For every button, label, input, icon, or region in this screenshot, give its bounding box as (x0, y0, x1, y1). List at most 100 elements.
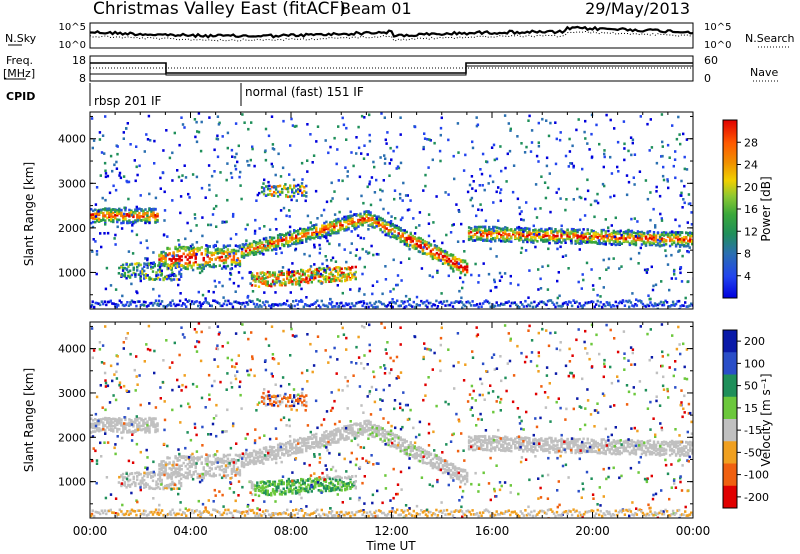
power-echo-cell (389, 290, 392, 293)
power-echo-cell (500, 239, 503, 243)
power-echo-cell (267, 304, 271, 307)
velocity-echo-cell (315, 444, 318, 448)
power-echo-cell (331, 221, 334, 224)
velocity-echo-cell (194, 457, 197, 460)
power-echo-cell (293, 270, 296, 273)
power-echo-cell (560, 234, 563, 237)
power-echo-cell (299, 239, 302, 243)
velocity-echo-cell (152, 422, 155, 425)
power-echo-cell (315, 140, 318, 143)
velocity-echo-cell (244, 459, 248, 462)
power-echo-cell (377, 224, 380, 228)
power-echo-cell (268, 236, 272, 239)
power-echo-cell (140, 215, 143, 218)
power-echo-cell (357, 289, 361, 293)
power-echo-cell (308, 304, 311, 308)
power-echo-cell (179, 275, 183, 278)
power-echo-cell (303, 230, 306, 234)
power-echo-cell (235, 259, 239, 262)
velocity-echo-cell (216, 465, 219, 469)
power-echo-cell (509, 127, 512, 131)
power-echo-cell (212, 299, 215, 302)
power-echo-cell (677, 299, 681, 303)
power-echo-cell (667, 186, 670, 190)
nave-trace (90, 65, 693, 76)
power-echo-cell (215, 204, 218, 208)
velocity-echo-cell (204, 459, 207, 462)
power-echo-cell (162, 261, 165, 264)
power-echo-cell (389, 230, 392, 234)
power-echo-cell (397, 236, 400, 240)
power-echo-cell (649, 297, 652, 301)
velocity-echo-cell (276, 451, 280, 455)
power-echo-cell (592, 288, 595, 291)
power-echo-cell (232, 254, 236, 258)
power-echo-cell (151, 266, 155, 269)
figure-title: Christmas Valley East (fitACF) (93, 0, 346, 19)
power-echo-cell (256, 246, 260, 249)
power-echo-cell (116, 218, 119, 221)
power-echo-cell (127, 250, 131, 253)
velocity-echo-cell (210, 463, 213, 466)
power-echo-cell (500, 302, 503, 306)
power-echo-cell (91, 250, 94, 253)
power-echo-cell (662, 234, 666, 237)
power-echo-cell (291, 280, 294, 283)
power-echo-cell (116, 220, 119, 224)
power-echo-cell (291, 242, 294, 246)
power-echo-cell (373, 214, 376, 217)
power-echo-cell (338, 302, 342, 305)
power-echo-cell (136, 215, 139, 219)
power-echo-cell (266, 185, 270, 188)
power-echo-cell (322, 208, 326, 212)
power-echo-cell (176, 261, 179, 265)
power-echo-cell (676, 241, 680, 244)
velocity-echo-cell (208, 469, 211, 473)
velocity-echo-cell (212, 461, 215, 464)
power-echo-cell (248, 242, 252, 246)
power-echo-cell (144, 263, 148, 266)
power-echo-cell (465, 268, 469, 271)
power-echo-cell (371, 216, 374, 220)
power-echo-cell (456, 122, 460, 125)
power-echo-cell (221, 135, 224, 138)
velocity-echo-cell (234, 458, 238, 462)
power-echo-cell (123, 266, 127, 270)
power-echo-cell (317, 275, 320, 278)
power-echo-cell (548, 234, 551, 238)
power-echo-cell (468, 183, 472, 187)
power-echo-cell (205, 244, 208, 247)
power-ytick-label: 2000 (58, 222, 86, 235)
power-echo-cell (390, 301, 393, 304)
power-echo-cell (426, 138, 429, 141)
velocity-echo-cell (214, 474, 217, 477)
power-echo-cell (532, 230, 535, 234)
power-echo-cell (93, 305, 96, 309)
power-echo-cell (201, 216, 204, 219)
power-echo-cell (630, 229, 634, 233)
power-echo-cell (451, 224, 454, 227)
velocity-echo-cell (196, 476, 199, 479)
power-echo-cell (278, 233, 282, 237)
power-echo-cell (592, 237, 595, 240)
velocity-echo-cell (323, 437, 326, 441)
power-echo-cell (530, 235, 533, 239)
power-echo-cell (537, 302, 541, 305)
velocity-echo-cell (246, 453, 250, 456)
power-echo-cell (267, 134, 271, 138)
power-echo-cell (230, 267, 234, 270)
power-echo-cell (427, 213, 431, 216)
power-echo-cell (500, 234, 503, 237)
velocity-echo-cell (299, 446, 302, 450)
power-echo-cell (255, 199, 258, 202)
power-echo-cell (264, 276, 268, 280)
power-echo-cell (233, 155, 237, 159)
power-echo-cell (252, 302, 256, 306)
power-echo-cell (341, 291, 344, 295)
power-echo-cell (190, 266, 193, 269)
power-echo-cell (469, 304, 473, 307)
power-echo-cell (226, 264, 230, 268)
power-echo-cell (414, 226, 418, 229)
power-echo-cell (506, 233, 509, 236)
velocity-echo-cell (146, 428, 149, 432)
